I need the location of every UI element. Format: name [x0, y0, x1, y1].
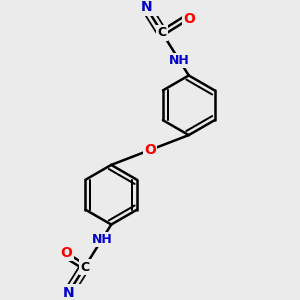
Text: NH: NH: [92, 233, 112, 246]
Text: O: O: [61, 246, 72, 260]
Text: N: N: [140, 0, 152, 14]
Text: C: C: [158, 26, 167, 40]
Text: O: O: [184, 12, 195, 26]
Text: C: C: [80, 260, 89, 274]
Text: O: O: [144, 143, 156, 157]
Text: NH: NH: [169, 54, 190, 67]
Text: N: N: [63, 286, 74, 300]
